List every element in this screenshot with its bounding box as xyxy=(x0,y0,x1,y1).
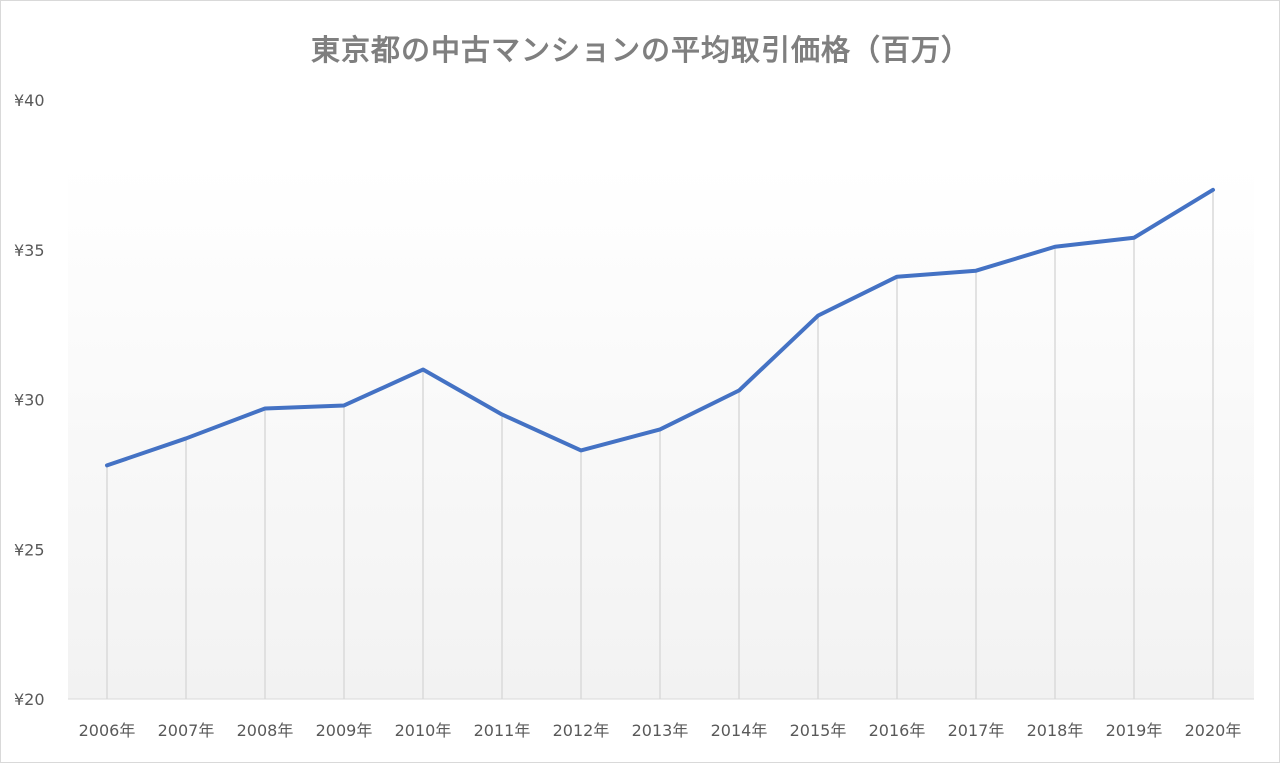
y-tick-label: ¥35 xyxy=(14,241,45,260)
x-tick-label: 2014年 xyxy=(711,721,768,740)
x-tick-label: 2006年 xyxy=(79,721,136,740)
y-tick-label: ¥30 xyxy=(14,391,45,410)
x-tick-label: 2012年 xyxy=(553,721,610,740)
y-tick-label: ¥20 xyxy=(14,690,45,709)
y-tick-label: ¥40 xyxy=(14,91,45,110)
y-tick-label: ¥25 xyxy=(14,540,45,559)
x-tick-label: 2020年 xyxy=(1185,721,1242,740)
x-tick-label: 2018年 xyxy=(1027,721,1084,740)
x-tick-label: 2016年 xyxy=(869,721,926,740)
drop-lines xyxy=(68,189,1254,700)
x-tick-label: 2011年 xyxy=(474,721,531,740)
series-line xyxy=(105,187,1215,468)
x-axis-ticks: 2006年 2007年 2008年 2009年 2010年 2011年 2012年 2013年… xyxy=(79,721,1242,740)
x-tick-label: 2017年 xyxy=(948,721,1005,740)
x-tick-label: 2007年 xyxy=(158,721,215,740)
y-axis-ticks: ¥20 ¥25 ¥30 ¥35 ¥40 xyxy=(14,91,45,709)
x-tick-label: 2015年 xyxy=(790,721,847,740)
x-tick-label: 2008年 xyxy=(237,721,294,740)
chart-title: 東京都の中古マンションの平均取引価格（百万） xyxy=(310,33,971,67)
x-tick-label: 2009年 xyxy=(316,721,373,740)
x-tick-label: 2013年 xyxy=(632,721,689,740)
x-tick-label: 2010年 xyxy=(395,721,452,740)
x-tick-label: 2019年 xyxy=(1106,721,1163,740)
